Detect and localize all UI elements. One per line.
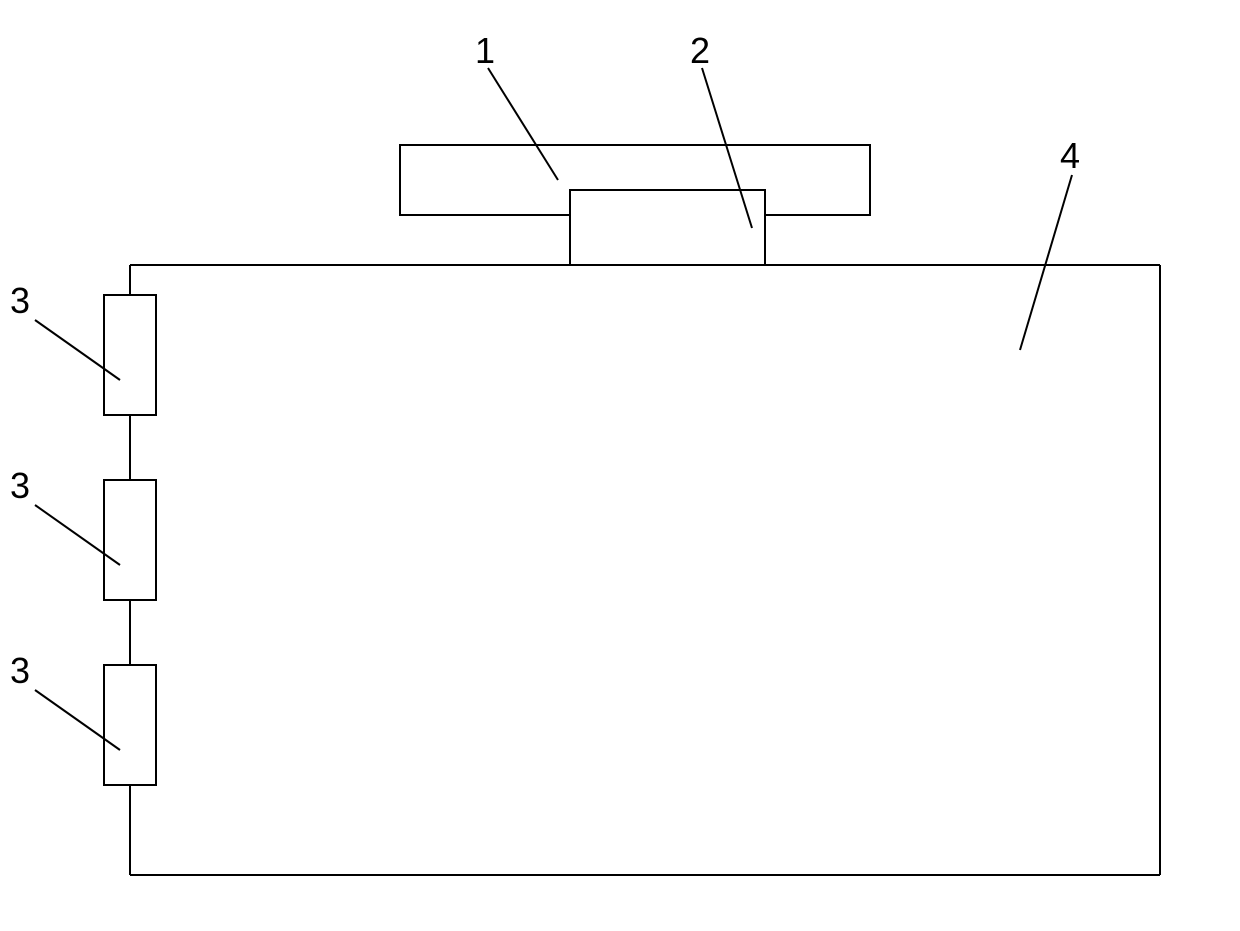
side-rect-0: [104, 295, 156, 415]
side-rect-1: [104, 480, 156, 600]
top-small-rect: [570, 190, 765, 265]
callout-label-3-5: 3: [10, 650, 30, 692]
schematic-diagram: 1 2 4 3 3 3: [0, 0, 1240, 926]
leader-line-2: [1020, 175, 1072, 350]
diagram-svg: [0, 0, 1240, 926]
callout-label-3-4: 3: [10, 465, 30, 507]
callout-label-1-0: 1: [475, 30, 495, 72]
callout-label-3-3: 3: [10, 280, 30, 322]
callout-label-4-2: 4: [1060, 135, 1080, 177]
callout-label-2-1: 2: [690, 30, 710, 72]
side-rect-2: [104, 665, 156, 785]
